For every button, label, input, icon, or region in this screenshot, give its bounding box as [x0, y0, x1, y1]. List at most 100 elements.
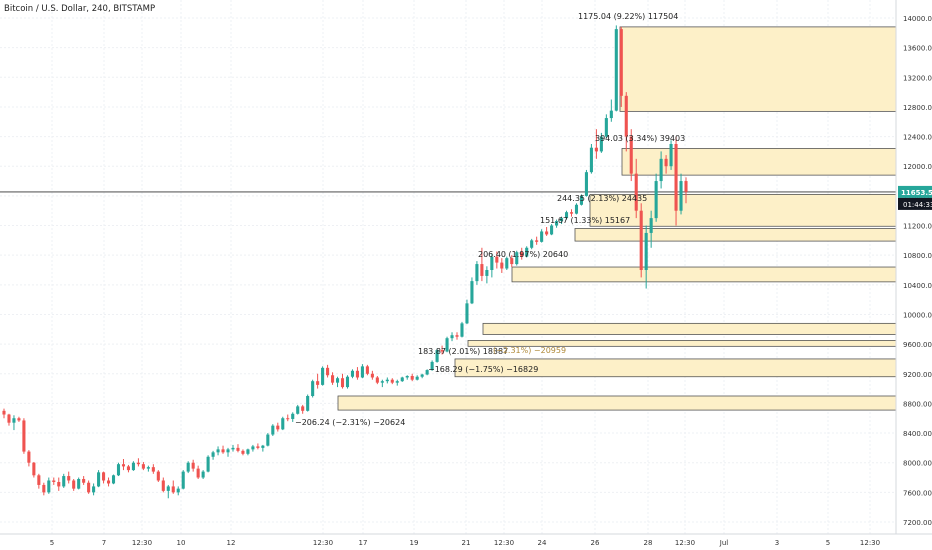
- candle-body: [276, 425, 280, 430]
- candle-body: [281, 418, 285, 430]
- candles: [2, 25, 688, 499]
- candle-body: [550, 225, 554, 235]
- price-tick-label: 10800.00: [903, 252, 932, 260]
- time-tick-label: 12:30: [313, 539, 333, 547]
- candle-body: [326, 367, 330, 376]
- candle-body: [126, 466, 130, 471]
- candle-body: [246, 449, 250, 454]
- candle-body: [435, 350, 439, 362]
- candle-body: [77, 479, 81, 489]
- candle-body: [261, 445, 265, 448]
- candle-body: [176, 488, 180, 493]
- candle-body: [370, 373, 374, 378]
- time-tick-label: 12: [227, 539, 236, 547]
- candle-body: [47, 480, 51, 493]
- candle-body: [365, 366, 369, 374]
- candle-body: [251, 446, 255, 450]
- candle-body: [594, 147, 598, 152]
- candle-body: [211, 452, 215, 457]
- candle-body: [530, 240, 534, 248]
- measure-label: 394.03 (3.34%) 39403: [595, 134, 685, 143]
- time-tick-label: 12:30: [494, 539, 514, 547]
- price-tick-label: 9200.00: [903, 371, 932, 379]
- candle-body: [485, 270, 489, 276]
- candle-body: [579, 195, 584, 205]
- time-tick-label: 12:30: [675, 539, 695, 547]
- candle-body: [271, 425, 275, 435]
- candle-body: [121, 464, 126, 467]
- candle-body: [679, 181, 683, 211]
- candle-body: [196, 468, 200, 478]
- candle-body: [335, 378, 340, 383]
- candle-body: [569, 212, 574, 214]
- candle-body: [450, 335, 454, 339]
- candle-body: [475, 264, 479, 282]
- candle-body: [415, 376, 419, 380]
- candle-body: [67, 476, 71, 481]
- measure-annotations: 1175.04 (9.22%) 117504 394.03 (3.34%) 394…: [295, 12, 685, 427]
- time-tick-label: 12:30: [132, 539, 152, 547]
- candle-body: [166, 486, 170, 491]
- candle-body: [161, 480, 165, 491]
- candle-body: [22, 420, 26, 452]
- candle-body: [614, 29, 618, 111]
- candle-body: [57, 481, 61, 487]
- candle-body: [316, 381, 320, 385]
- price-zones: [337, 26, 897, 411]
- candle-body: [604, 118, 608, 137]
- candle-body: [649, 218, 653, 233]
- candle-body: [480, 264, 484, 276]
- candle-body: [629, 136, 633, 174]
- candle-body: [156, 471, 160, 481]
- candle-body: [430, 361, 434, 371]
- measure-label: (−2.31%) −20959: [493, 346, 566, 355]
- candle-body: [664, 158, 668, 167]
- time-tick-label: 21: [462, 539, 471, 547]
- candle-body: [141, 464, 145, 469]
- last-price-badge: [898, 185, 932, 198]
- price-zone: [482, 322, 897, 335]
- candle-body: [221, 449, 225, 453]
- candle-body: [171, 486, 175, 493]
- candle-body: [574, 204, 579, 214]
- time-tick-label: 5: [50, 539, 54, 547]
- candle-body: [27, 451, 31, 463]
- candle-body: [385, 379, 389, 382]
- candle-body: [42, 484, 46, 493]
- candle-body: [131, 462, 135, 471]
- candle-body: [455, 335, 459, 337]
- measure-label: −206.24 (−2.31%) −20624: [295, 418, 405, 427]
- candle-body: [520, 252, 524, 257]
- price-tick-label: 13600.00: [903, 45, 932, 53]
- price-tick-label: 8400.00: [903, 430, 932, 438]
- price-zone: [337, 395, 897, 411]
- time-tick-label: 5: [826, 539, 830, 547]
- candle-body: [644, 232, 648, 270]
- candle-body: [301, 406, 305, 411]
- candle-body: [321, 367, 325, 385]
- candle-body: [355, 370, 359, 378]
- price-tick-label: 8000.00: [903, 460, 932, 468]
- candle-body: [106, 480, 111, 484]
- candle-body: [291, 413, 295, 419]
- candle-body: [92, 486, 96, 493]
- candle-body: [37, 475, 41, 485]
- countdown-label: 01:44:33: [903, 201, 932, 209]
- candle-body: [599, 136, 603, 152]
- last-price-label: 11653.53: [901, 189, 932, 197]
- price-tick-label: 10000.00: [903, 311, 932, 319]
- candle-body: [236, 447, 240, 451]
- candle-body: [659, 158, 663, 182]
- time-tick-label: 7: [102, 539, 106, 547]
- measure-label: −168.29 (−1.75%) −16829: [428, 365, 538, 374]
- price-tick-label: 12000.00: [903, 163, 932, 171]
- measure-label: 1175.04 (9.22%) 117504: [578, 12, 678, 21]
- candle-body: [87, 482, 91, 493]
- candle-body: [684, 181, 688, 192]
- price-tick-label: 11200.00: [903, 223, 932, 231]
- candle-body: [380, 381, 384, 383]
- candle-body: [500, 262, 504, 269]
- candle-body: [266, 434, 270, 446]
- price-tick-label: 8800.00: [903, 400, 932, 408]
